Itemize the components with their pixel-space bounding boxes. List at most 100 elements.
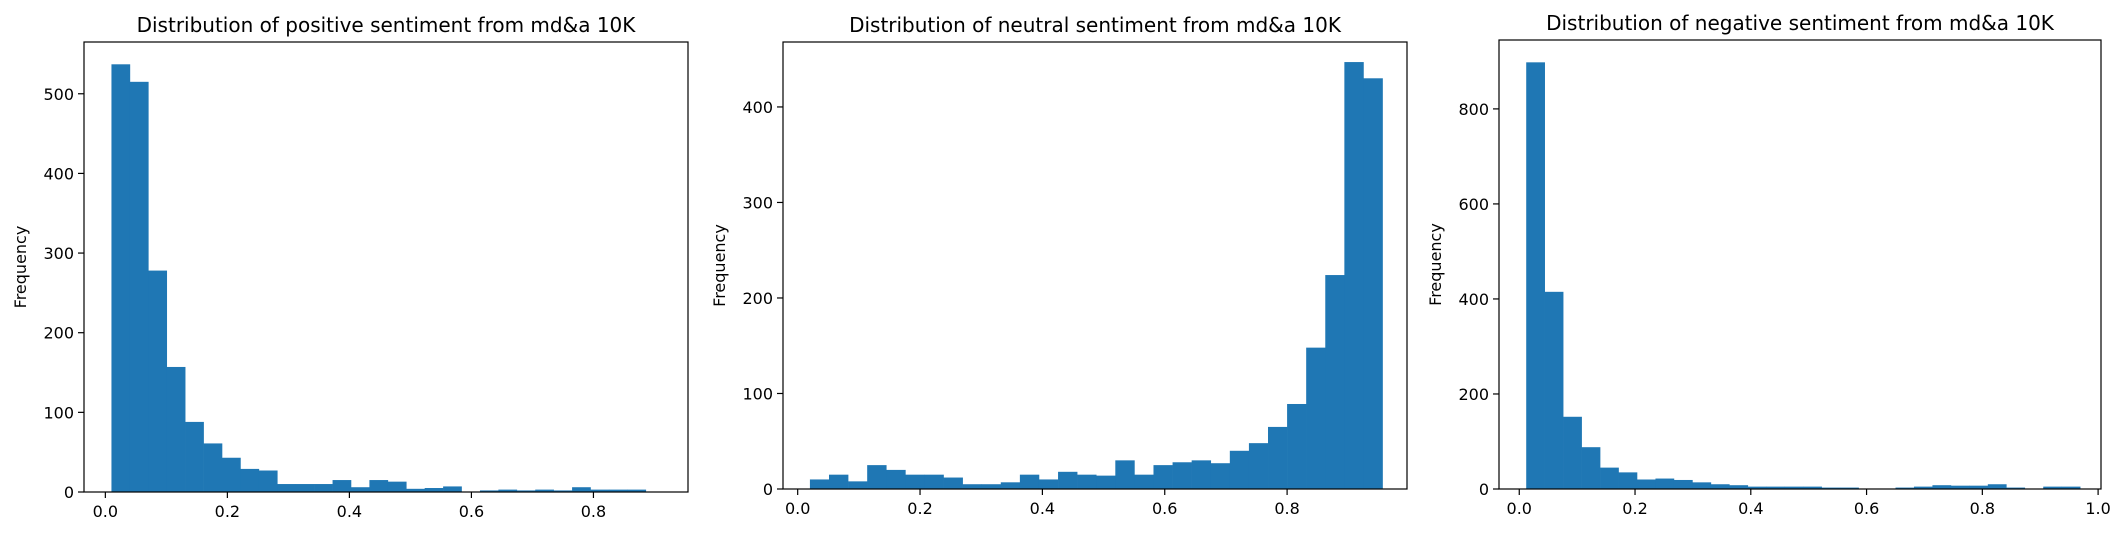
neutral-xtick-label: 0.2 xyxy=(907,499,932,518)
neutral-y-axis-label: Frequency xyxy=(710,224,729,307)
negative-histogram: 0.0 0.2 0.4 0.6 0.8 1.0 0 200 400 600 800 Distribut… xyxy=(1426,11,2111,518)
neutral-bar xyxy=(905,474,925,489)
neutral-bar xyxy=(1077,474,1097,489)
positive-bar xyxy=(369,480,389,492)
negative-xtick-label: 0.0 xyxy=(1507,499,1532,518)
neutral-xtick-label: 0.4 xyxy=(1030,499,1055,518)
positive-bar xyxy=(166,366,186,492)
neutral-bar xyxy=(943,477,963,489)
negative-ytick-label: 800 xyxy=(1458,100,1489,119)
positive-bar xyxy=(387,481,407,492)
neutral-bar xyxy=(809,479,830,489)
neutral-plot-frame xyxy=(782,41,1408,490)
neutral-ytick-label: 100 xyxy=(742,384,773,403)
neutral-ytick-label: 300 xyxy=(742,193,773,212)
positive-xtick-label: 0.4 xyxy=(337,502,362,521)
positive-bar xyxy=(443,486,462,492)
neutral-bar xyxy=(867,465,887,489)
positive-bar xyxy=(148,270,168,492)
negative-bar xyxy=(2006,487,2026,489)
positive-bar xyxy=(203,443,223,492)
negative-bar xyxy=(1544,291,1564,489)
positive-bar xyxy=(314,484,333,492)
positive-bar xyxy=(553,490,573,492)
neutral-bar xyxy=(1115,460,1135,489)
negative-ytick-label: 0 xyxy=(1479,480,1489,499)
negative-bar xyxy=(1747,486,1767,489)
positive-histogram: 0.0 0.2 0.4 0.6 0.8 0 100 200 300 400 500 Distribut… xyxy=(11,13,689,521)
positive-bar xyxy=(498,489,518,492)
positive-xtick-label: 0.8 xyxy=(581,502,606,521)
neutral-bar xyxy=(886,469,906,489)
positive-bar xyxy=(572,487,591,492)
positive-bar xyxy=(516,490,536,492)
negative-bar xyxy=(2061,486,2081,489)
negative-bar xyxy=(1710,484,1730,489)
positive-plot-frame xyxy=(83,41,689,493)
neutral-ytick-label: 200 xyxy=(742,289,773,308)
positive-bar xyxy=(350,487,370,492)
positive-bar xyxy=(277,484,297,492)
positive-xtick-label: 0.6 xyxy=(459,502,484,521)
positive-bar xyxy=(424,488,444,492)
negative-ytick-label: 600 xyxy=(1458,195,1489,214)
positive-xtick-label: 0.2 xyxy=(215,502,240,521)
negative-bar xyxy=(1913,486,1933,489)
positive-bar xyxy=(295,484,315,492)
positive-bar xyxy=(590,489,610,492)
positive-xtick-label: 0.0 xyxy=(93,502,118,521)
neutral-histogram: 0.0 0.2 0.4 0.6 0.8 0 100 200 300 400 Distribution… xyxy=(710,13,1408,518)
positive-bar xyxy=(535,489,554,492)
negative-xtick-label: 0.4 xyxy=(1738,499,1763,518)
neutral-bar xyxy=(1363,78,1383,489)
negative-bar xyxy=(1803,486,1822,489)
negative-bar xyxy=(1581,447,1601,489)
positive-bar xyxy=(627,489,647,492)
negative-chart-title: Distribution of negative sentiment from … xyxy=(1546,11,2055,35)
neutral-chart-title: Distribution of neutral sentiment from m… xyxy=(849,13,1342,37)
neutral-bar xyxy=(1000,482,1021,489)
positive-y-axis-label: Frequency xyxy=(11,226,30,309)
neutral-bar xyxy=(1268,426,1288,489)
positive-ytick-label: 300 xyxy=(43,244,74,263)
negative-bar xyxy=(1618,472,1638,489)
neutral-bar xyxy=(1019,474,1040,489)
positive-bar xyxy=(332,480,352,492)
neutral-bar xyxy=(1229,450,1250,489)
negative-bar xyxy=(1637,479,1656,489)
neutral-bar xyxy=(1191,460,1212,489)
negative-xtick-label: 1.0 xyxy=(2085,499,2110,518)
negative-bar xyxy=(1673,479,1693,489)
neutral-bar xyxy=(1248,443,1269,489)
neutral-bar xyxy=(1287,403,1307,489)
neutral-bar xyxy=(1134,474,1154,489)
negative-bar xyxy=(1950,485,1970,489)
positive-bar xyxy=(240,468,260,492)
neutral-bar xyxy=(1058,471,1078,489)
negative-bar xyxy=(1895,487,1915,489)
positive-bar xyxy=(222,457,241,492)
negative-bar xyxy=(2043,486,2062,489)
positive-bar xyxy=(185,421,204,492)
positive-ytick-label: 400 xyxy=(43,164,74,183)
neutral-xtick-label: 0.0 xyxy=(785,499,810,518)
neutral-bar xyxy=(981,484,1002,489)
positive-ytick-label: 200 xyxy=(43,324,74,343)
negative-bar xyxy=(1821,487,1841,489)
negative-bar xyxy=(1729,485,1749,489)
neutral-bar xyxy=(1096,475,1116,489)
negative-bar xyxy=(1655,478,1675,489)
neutral-ytick-label: 0 xyxy=(763,480,773,499)
negative-ytick-label: 400 xyxy=(1458,290,1489,309)
negative-ytick-label: 200 xyxy=(1458,385,1489,404)
neutral-bar xyxy=(1172,462,1192,489)
positive-bar xyxy=(406,488,425,492)
neutral-bar xyxy=(924,474,944,489)
neutral-xtick-label: 0.8 xyxy=(1274,499,1299,518)
neutral-ytick-label: 400 xyxy=(742,98,773,117)
negative-xtick-label: 0.2 xyxy=(1622,499,1647,518)
neutral-bar xyxy=(829,474,849,489)
negative-bar xyxy=(1987,484,2007,489)
negative-bar xyxy=(1692,482,1712,489)
